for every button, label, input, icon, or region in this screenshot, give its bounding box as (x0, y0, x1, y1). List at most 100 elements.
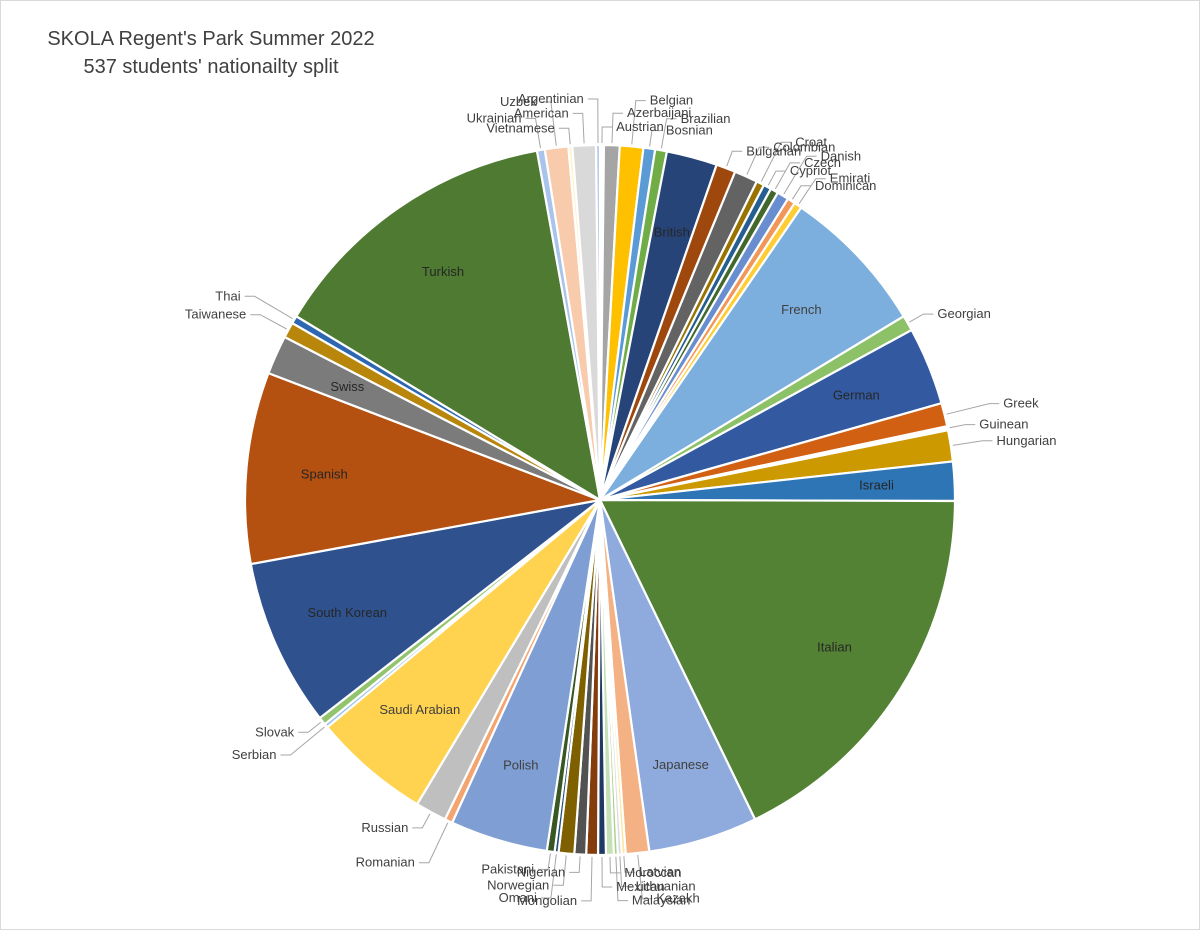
leader-line-american (572, 112, 585, 144)
leader-line-malaysian (615, 856, 628, 902)
pie-slices (243, 143, 957, 857)
slice-label-brazilian: Brazilian (681, 111, 731, 126)
slice-label-spanish: Spanish (301, 467, 348, 482)
slice-label-nigerian: Nigerian (517, 864, 565, 879)
leader-line-norwegian (553, 855, 567, 886)
leader-line-romanian (418, 822, 449, 864)
leader-line-ukrainian (525, 117, 541, 149)
slice-label-greek: Greek (1003, 396, 1039, 411)
leader-line-czech (774, 162, 801, 190)
leader-line-russian (412, 813, 431, 829)
slice-label-georgian: Georgian (937, 306, 990, 321)
leader-line-thai (244, 295, 293, 320)
slice-label-colombian: Colombian (773, 139, 835, 154)
leader-line-danish (783, 155, 817, 195)
slice-label-french: French (781, 302, 821, 317)
slice-argentinian (594, 143, 602, 501)
slice-label-belgian: Belgian (650, 93, 693, 108)
leader-line-mongolian (581, 856, 593, 902)
slice-label-slovak: Slovak (255, 724, 295, 739)
leader-line-argentinian (587, 98, 599, 144)
slice-label-mexican: Mexican (616, 879, 664, 894)
slice-south-korean (249, 498, 601, 720)
slice-label-taiwanese: Taiwanese (185, 307, 246, 322)
slice-italian (598, 498, 957, 821)
leader-line-croat (760, 141, 792, 182)
slice-label-bosnian: Bosnian (666, 123, 713, 138)
slice-label-japanese: Japanese (653, 757, 709, 772)
slice-spanish (243, 371, 605, 566)
slice-turkish (294, 149, 602, 503)
chart-title: SKOLA Regent's Park Summer 2022 (47, 28, 375, 50)
slice-label-malaysian: Malaysian (632, 893, 691, 908)
slice-label-ukrainian: Ukrainian (467, 110, 522, 125)
slice-label-russian: Russian (361, 820, 408, 835)
leader-line-lithuanian (619, 856, 632, 887)
leader-line-nigerian (569, 856, 581, 873)
leader-line-mexican (601, 856, 613, 888)
slice-label-kazakh: Kazakh (656, 891, 699, 906)
slice-label-croat: Croat (795, 134, 827, 149)
slice-label-vietnamese: Vietnamese (486, 120, 554, 135)
leader-line-slovak (298, 722, 322, 733)
leader-line-cypriot (767, 170, 786, 186)
leader-line-pakistani (538, 853, 551, 870)
leader-line-bosnian (649, 130, 662, 147)
slice-label-moroccan: Moroccan (624, 865, 681, 880)
slice-label-swiss: Swiss (330, 379, 364, 394)
slice-label-saudi-arabian: Saudi Arabian (379, 702, 460, 717)
slice-label-azerbaijani: Azerbaijani (627, 105, 691, 120)
slice-label-emirati: Emirati (830, 171, 871, 186)
leader-line-taiwanese (250, 314, 287, 330)
chart-subtitle: 537 students' nationailty split (83, 56, 339, 78)
leader-line-emirati (798, 178, 826, 204)
slice-label-polish: Polish (503, 757, 538, 772)
slice-label-dominican: Dominican (815, 178, 876, 193)
slice-label-romanian: Romanian (356, 855, 415, 870)
slice-label-danish: Danish (821, 148, 861, 163)
leader-line-kazakh (637, 854, 653, 900)
slice-label-czech: Czech (804, 155, 841, 170)
slice-label-uzbek: Uzbek (500, 94, 537, 109)
slice-label-pakistani: Pakistani (481, 861, 534, 876)
slice-label-cypriot: Cypriot (790, 163, 832, 178)
leader-line-bulgarian (726, 150, 743, 167)
slice-label-guinean: Guinean (979, 417, 1028, 432)
leader-line-uzbek (540, 101, 557, 146)
leader-line-serbian (280, 726, 325, 756)
slice-label-lithuanian: Lithuanian (636, 878, 696, 893)
leader-line-guinean (949, 424, 976, 429)
leader-lines (244, 98, 1000, 902)
leader-line-greek (946, 403, 1000, 415)
leader-line-georgian (909, 313, 934, 323)
leader-line-azerbaijani (611, 112, 623, 144)
slice-label-serbian: Serbian (232, 747, 277, 762)
slice-label-austrian: Austrian (616, 119, 664, 134)
leader-line-belgian (631, 100, 646, 145)
leader-line-austrian (601, 126, 613, 144)
leader-line-omani (540, 854, 557, 899)
slice-label-israeli: Israeli (859, 477, 894, 492)
slice-label-south-korean: South Korean (308, 605, 388, 620)
slice-label-mongolian: Mongolian (517, 893, 577, 908)
slice-label-thai: Thai (215, 288, 240, 303)
leader-line-colombian (746, 146, 770, 175)
leader-line-dominican (791, 185, 811, 200)
slice-label-norwegian: Norwegian (487, 877, 549, 892)
slice-label-american: American (514, 105, 569, 120)
leader-line-moroccan (609, 856, 621, 874)
slice-label-german: German (833, 387, 880, 402)
slice-label-hungarian: Hungarian (997, 433, 1057, 448)
slice-french (599, 206, 906, 501)
slice-label-latvian: Latvian (639, 864, 681, 879)
leader-line-brazilian (660, 118, 677, 149)
slice-label-omani: Omani (499, 890, 537, 905)
slice-label-bulgarian: Bulgarian (746, 143, 801, 158)
slice-label-british: British (654, 225, 690, 240)
leader-line-hungarian (952, 440, 993, 446)
leader-line-vietnamese (558, 127, 571, 145)
slice-label-italian: Italian (817, 639, 852, 654)
leader-line-latvian (623, 856, 635, 873)
